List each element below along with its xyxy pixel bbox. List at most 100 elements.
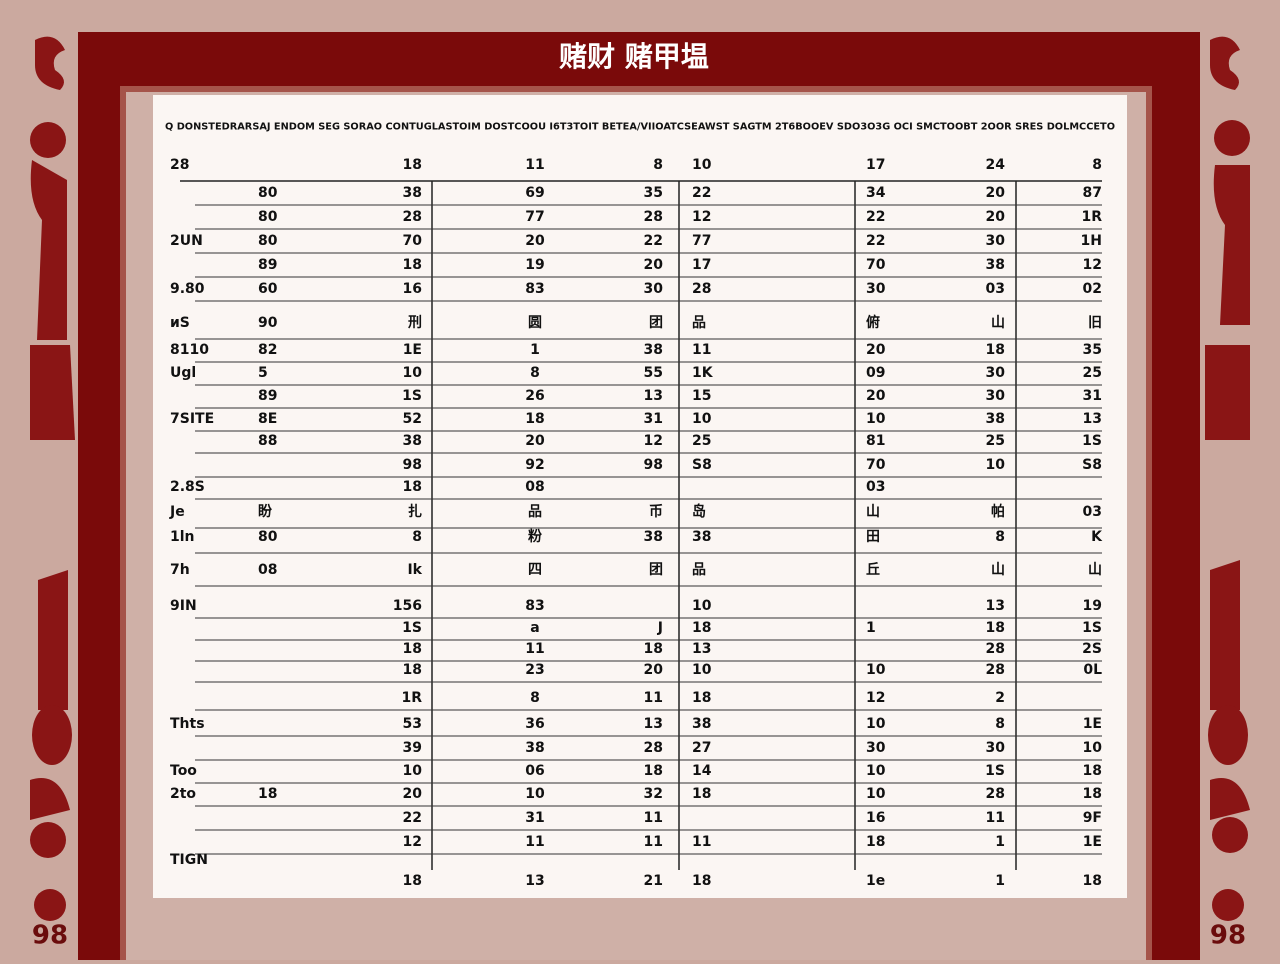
table-cell: 98 xyxy=(403,457,422,473)
table-cell: 22 xyxy=(692,185,711,201)
table-cell: 55 xyxy=(644,365,663,381)
table-cell: 18 xyxy=(644,763,663,779)
corner-label: 98 xyxy=(1210,921,1246,951)
table-cell: 10 xyxy=(866,662,886,678)
table-cell: 山 xyxy=(866,504,880,520)
table-cell: 34 xyxy=(866,185,886,201)
table-cell: 9.80 xyxy=(170,281,205,297)
table-cell: 11 xyxy=(692,834,711,850)
table-cell: 70 xyxy=(403,233,423,249)
table-cell: 03 xyxy=(986,281,1005,297)
table-cell: 13 xyxy=(525,873,544,889)
table-cell: 70 xyxy=(866,457,886,473)
column-header: 8 xyxy=(1092,157,1102,173)
table-cell: 1S xyxy=(985,763,1005,779)
table-cell: 20 xyxy=(866,388,886,404)
table-cell: 圆 xyxy=(528,315,542,331)
table-cell: 8 xyxy=(530,365,540,381)
table-cell: 2to xyxy=(170,786,196,802)
left-ornament xyxy=(30,36,75,921)
table-cell: 16 xyxy=(866,810,885,826)
table-cell: 12 xyxy=(644,433,663,449)
table-cell: TIGN xyxy=(170,852,208,868)
table-cell: 25 xyxy=(1083,365,1102,381)
table-cell: 10 xyxy=(986,457,1006,473)
right-ornament xyxy=(1205,36,1250,921)
table-cell: 1E xyxy=(1083,834,1102,850)
table-cell: 刑 xyxy=(408,315,422,331)
table-cell: 18 xyxy=(692,786,711,802)
table-cell: 四 xyxy=(528,562,542,578)
table-cell: 山 xyxy=(991,562,1005,578)
table-cell: 20 xyxy=(403,786,423,802)
table-cell: 38 xyxy=(986,411,1005,427)
table-cell: 丘 xyxy=(866,562,880,578)
table-cell: 38 xyxy=(644,529,663,545)
table-cell: 15 xyxy=(692,388,711,404)
table-cell: 77 xyxy=(525,209,544,225)
table-cell: 11 xyxy=(986,810,1005,826)
table-cell: 团 xyxy=(649,562,663,578)
table-cell: J xyxy=(657,620,663,636)
table-cell: 2 xyxy=(995,690,1005,706)
table-cell: 11 xyxy=(644,834,663,850)
table-cell: 岛 xyxy=(692,503,706,520)
table-cell: 俯 xyxy=(866,314,880,331)
table-cell: 9F xyxy=(1083,810,1102,826)
table-cell: 14 xyxy=(692,763,712,779)
table-cell: 20 xyxy=(525,433,545,449)
table-cell: 02 xyxy=(1083,281,1102,297)
table-cell: 11 xyxy=(644,690,663,706)
table-cell: 89 xyxy=(258,257,277,273)
table-cell: 7SITE xyxy=(170,411,214,427)
table-cell: 8 xyxy=(412,529,422,545)
table-cell: 38 xyxy=(692,716,711,732)
table-cell: 77 xyxy=(692,233,711,249)
table-cell: 28 xyxy=(403,209,422,225)
table-cell: 87 xyxy=(1083,185,1102,201)
table-cell: ᴎS xyxy=(170,315,190,331)
table-cell: 11 xyxy=(692,342,711,358)
table-cell: 18 xyxy=(1083,786,1102,802)
table-cell: 山 xyxy=(1088,562,1102,578)
table-cell: 20 xyxy=(986,185,1006,201)
table-cell: 13 xyxy=(644,388,663,404)
table-cell: 28 xyxy=(986,641,1005,657)
table-cell: 8 xyxy=(995,529,1005,545)
table-cell: 22 xyxy=(644,233,663,249)
table-cell: 5 xyxy=(258,365,268,381)
table-cell: 21 xyxy=(644,873,663,889)
table-cell: 1S xyxy=(1082,433,1102,449)
table-cell: 8 xyxy=(995,716,1005,732)
table-cell: 18 xyxy=(692,690,711,706)
table-cell: 82 xyxy=(258,342,277,358)
table-cell: 30 xyxy=(986,740,1006,756)
table-cell: 18 xyxy=(403,641,422,657)
table-cell: 2UN xyxy=(170,233,203,249)
table-cell: 80 xyxy=(258,185,278,201)
table-cell: 10 xyxy=(866,411,886,427)
table-cell: 26 xyxy=(525,388,544,404)
table-cell: 30 xyxy=(866,281,886,297)
table-cell: 10 xyxy=(403,365,423,381)
table-cell: 32 xyxy=(644,786,663,802)
table-cell: 1 xyxy=(995,873,1005,889)
table-cell: 13 xyxy=(1083,411,1102,427)
table-cell: 03 xyxy=(866,479,885,495)
table-cell: 98 xyxy=(644,457,663,473)
table-cell: 38 xyxy=(644,342,663,358)
table-cell: 10 xyxy=(692,598,712,614)
table-cell: 31 xyxy=(644,411,663,427)
table-cell: 28 xyxy=(986,786,1005,802)
table-cell: Ik xyxy=(407,562,422,578)
table-cell: 18 xyxy=(403,873,422,889)
table-cell: 156 xyxy=(393,598,422,614)
table-cell: 20 xyxy=(866,342,886,358)
table-cell: 1e xyxy=(866,873,885,889)
table-cell: 18 xyxy=(692,873,711,889)
table-cell: 18 xyxy=(403,257,422,273)
table-cell: 1S xyxy=(402,388,422,404)
table-cell: 1K xyxy=(692,365,714,381)
table-cell: 38 xyxy=(403,185,422,201)
